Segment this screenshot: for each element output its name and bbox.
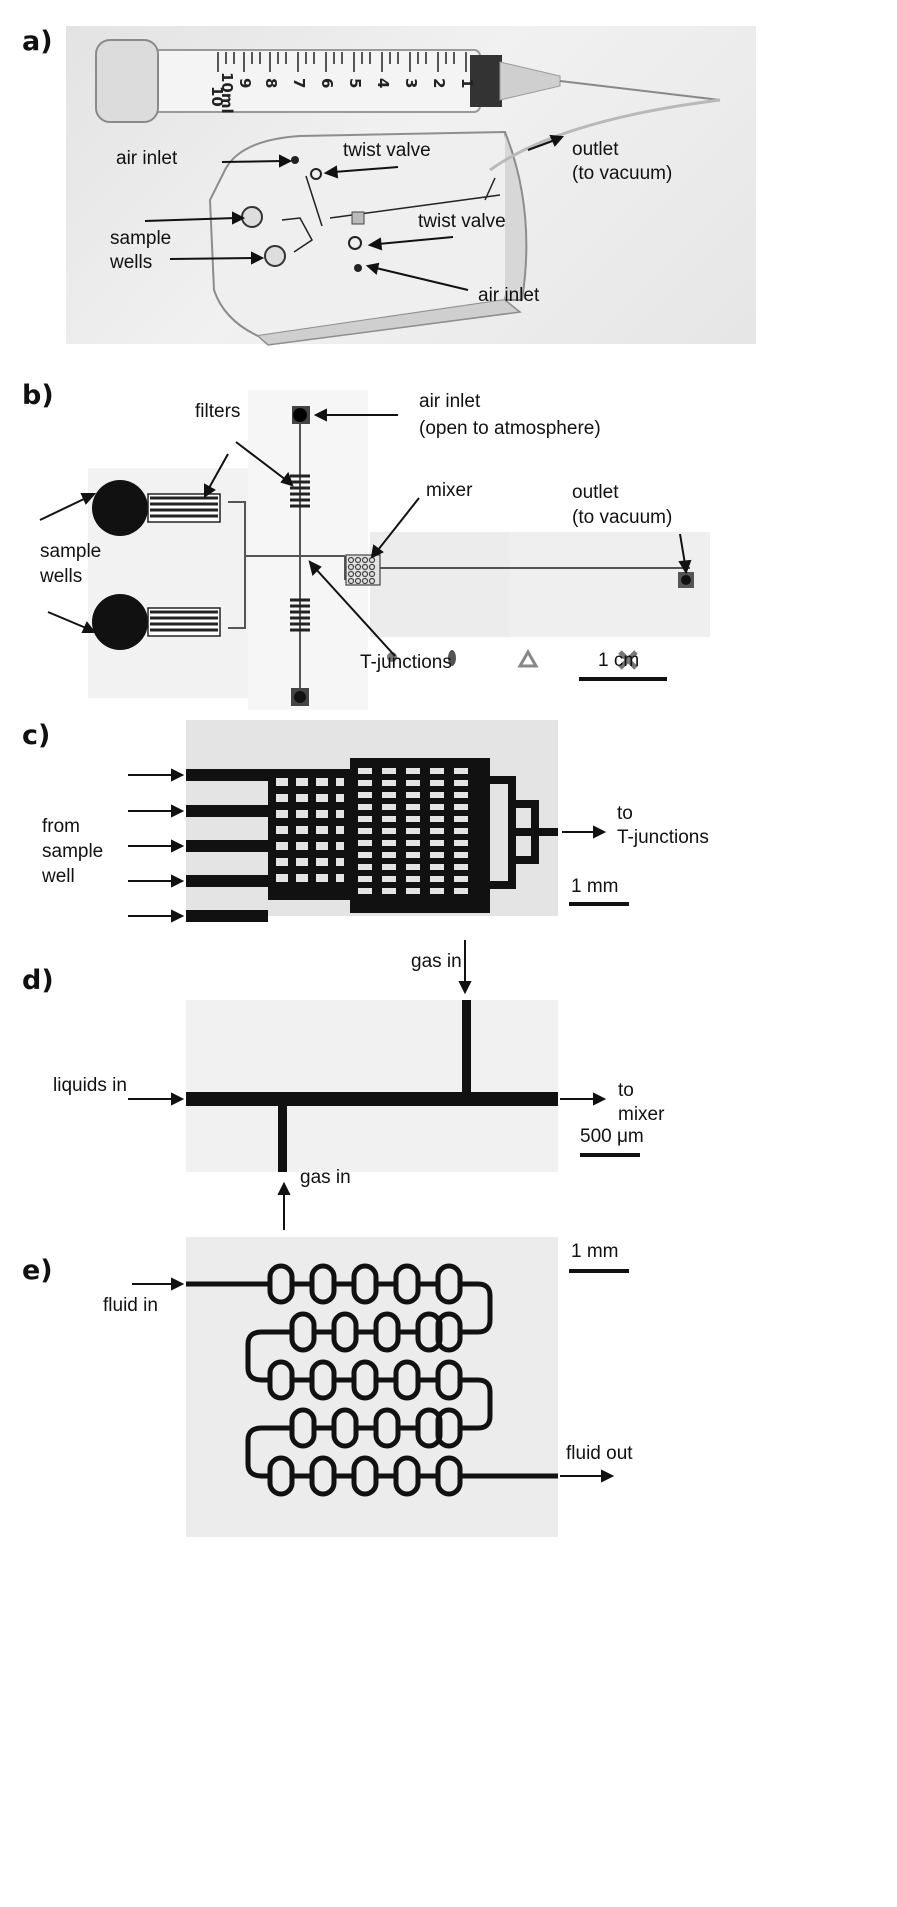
label-outlet-2: (to vacuum) <box>572 163 673 184</box>
panel-d-drawing <box>128 940 640 1230</box>
label-fluid-in: fluid in <box>103 1295 158 1316</box>
serpentine-mixer <box>186 1263 558 1497</box>
label-scale-d: 500 μm <box>580 1126 644 1147</box>
label-to: to <box>617 803 633 824</box>
twist-valve-2 <box>348 236 362 250</box>
panel-b: b) <box>0 350 897 720</box>
gas-channel-top <box>462 1000 471 1095</box>
label-scale-b: 1 cm <box>598 650 640 671</box>
sample-well-top <box>92 480 148 536</box>
label-well: well <box>42 866 75 887</box>
channel-network <box>228 416 690 696</box>
label-fluid-out: fluid out <box>566 1443 633 1464</box>
label-twist-valve-top: twist valve <box>343 140 431 161</box>
outlet-tubing <box>489 98 721 172</box>
syringe-tick-4: 4 <box>374 78 392 88</box>
label-twist-valve-bottom: twist valve <box>418 211 506 232</box>
label-from: from <box>42 816 80 837</box>
main-liquid-channel <box>186 1092 558 1106</box>
syringe-tick-7: 7 <box>290 78 308 88</box>
panel-e-drawing <box>132 1263 629 1497</box>
panel-a-label: a) <box>22 26 53 57</box>
filter-slots-2 <box>358 768 468 894</box>
label-liquids-in: liquids in <box>53 1075 127 1096</box>
panel-d-arrows <box>128 940 607 1230</box>
label-outlet-1: outlet <box>572 139 619 160</box>
syringe-tick-1: 1 <box>458 78 476 88</box>
twist-valve-1 <box>310 168 322 180</box>
panel-c-arrows <box>128 768 607 923</box>
mixer-pattern <box>345 554 381 586</box>
panel-c-drawing <box>128 758 629 923</box>
gas-channel-bottom <box>278 1104 287 1172</box>
label-outlet-2: (to vacuum) <box>572 507 673 528</box>
label-filters: filters <box>195 401 241 422</box>
syringe-tick-9: 9 <box>236 78 254 88</box>
label-to: to <box>618 1080 634 1101</box>
panel-a-arrows <box>144 134 565 291</box>
label-air-inlet-1: air inlet <box>419 391 481 412</box>
syringe-needle <box>559 80 721 101</box>
syringe-tick-6: 6 <box>318 78 336 88</box>
tjunction-micrograph <box>186 1000 558 1172</box>
label-air-inlet-bottom: air inlet <box>478 285 540 306</box>
panel-d: d) gas in liquids in to mixer 500 μm gas… <box>0 940 897 1230</box>
syringe-tick-10: 10 <box>208 86 226 107</box>
label-sample-1: sample <box>110 228 172 249</box>
label-scale-e: 1 mm <box>571 1241 619 1262</box>
label-air-inlet-top: air inlet <box>116 148 178 169</box>
sample-well-bottom <box>92 594 148 650</box>
label-gas-in-top: gas in <box>411 951 462 972</box>
syringe-flange <box>95 39 159 123</box>
filter-slots-1 <box>276 778 344 882</box>
syringe-scale-text: 10ml <box>218 72 236 114</box>
label-air-inlet-2: (open to atmosphere) <box>419 418 601 439</box>
panel-a-drawing: 10ml 10 9 8 7 6 5 4 3 2 1 <box>95 39 721 346</box>
tile-right-1 <box>370 532 510 637</box>
air-inlet-1 <box>291 156 299 164</box>
label-sample: sample <box>42 841 104 862</box>
vertical-filter-bottom <box>290 598 310 632</box>
tile-right-2 <box>510 532 710 637</box>
sample-well-2 <box>264 245 286 267</box>
label-tjunctions: T-junctions <box>360 652 452 673</box>
well-filter-bottom <box>147 607 221 637</box>
mixer-micrograph <box>186 1237 558 1537</box>
panel-c: c) <box>0 720 897 940</box>
panel-e: e) <box>0 1230 897 1907</box>
label-sample-1: sample <box>40 541 102 562</box>
syringe-tick-5: 5 <box>346 78 364 88</box>
well-filter-top <box>147 493 221 523</box>
panel-b-arrows <box>39 408 692 657</box>
pdms-device <box>208 130 514 338</box>
syringe-plunger <box>470 55 502 107</box>
panel-d-label: d) <box>22 965 54 996</box>
syringe-numbers: 10ml 10 9 8 7 6 5 4 3 2 1 <box>208 72 476 114</box>
syringe-hub <box>499 61 561 101</box>
label-mixer: mixer <box>426 480 473 501</box>
panel-c-label: c) <box>22 720 51 751</box>
air-inlet-2 <box>354 264 362 272</box>
panel-e-label: e) <box>22 1255 53 1286</box>
label-mixer: mixer <box>618 1104 665 1125</box>
panel-a: a) 10ml 10 9 8 7 6 5 <box>0 0 897 350</box>
panel-e-arrows <box>132 1277 615 1483</box>
label-scale-c: 1 mm <box>571 876 619 897</box>
syringe-ticks <box>217 52 467 72</box>
sample-well-1 <box>241 206 263 228</box>
input-channels <box>186 769 268 922</box>
label-gas-in-bottom: gas in <box>300 1167 351 1188</box>
syringe-tick-2: 2 <box>430 78 448 88</box>
panel-b-drawing <box>39 406 694 706</box>
panel-b-label: b) <box>22 380 54 411</box>
syringe-tick-8: 8 <box>262 78 280 88</box>
syringe-tick-3: 3 <box>402 78 420 88</box>
label-sample-2: wells <box>110 252 153 273</box>
label-sample-2: wells <box>40 566 83 587</box>
label-outlet-1: outlet <box>572 482 619 503</box>
tile-center <box>248 390 368 710</box>
label-tjunctions: T-junctions <box>617 827 709 848</box>
vertical-filter-top <box>290 474 310 508</box>
output-manifold <box>490 776 558 889</box>
